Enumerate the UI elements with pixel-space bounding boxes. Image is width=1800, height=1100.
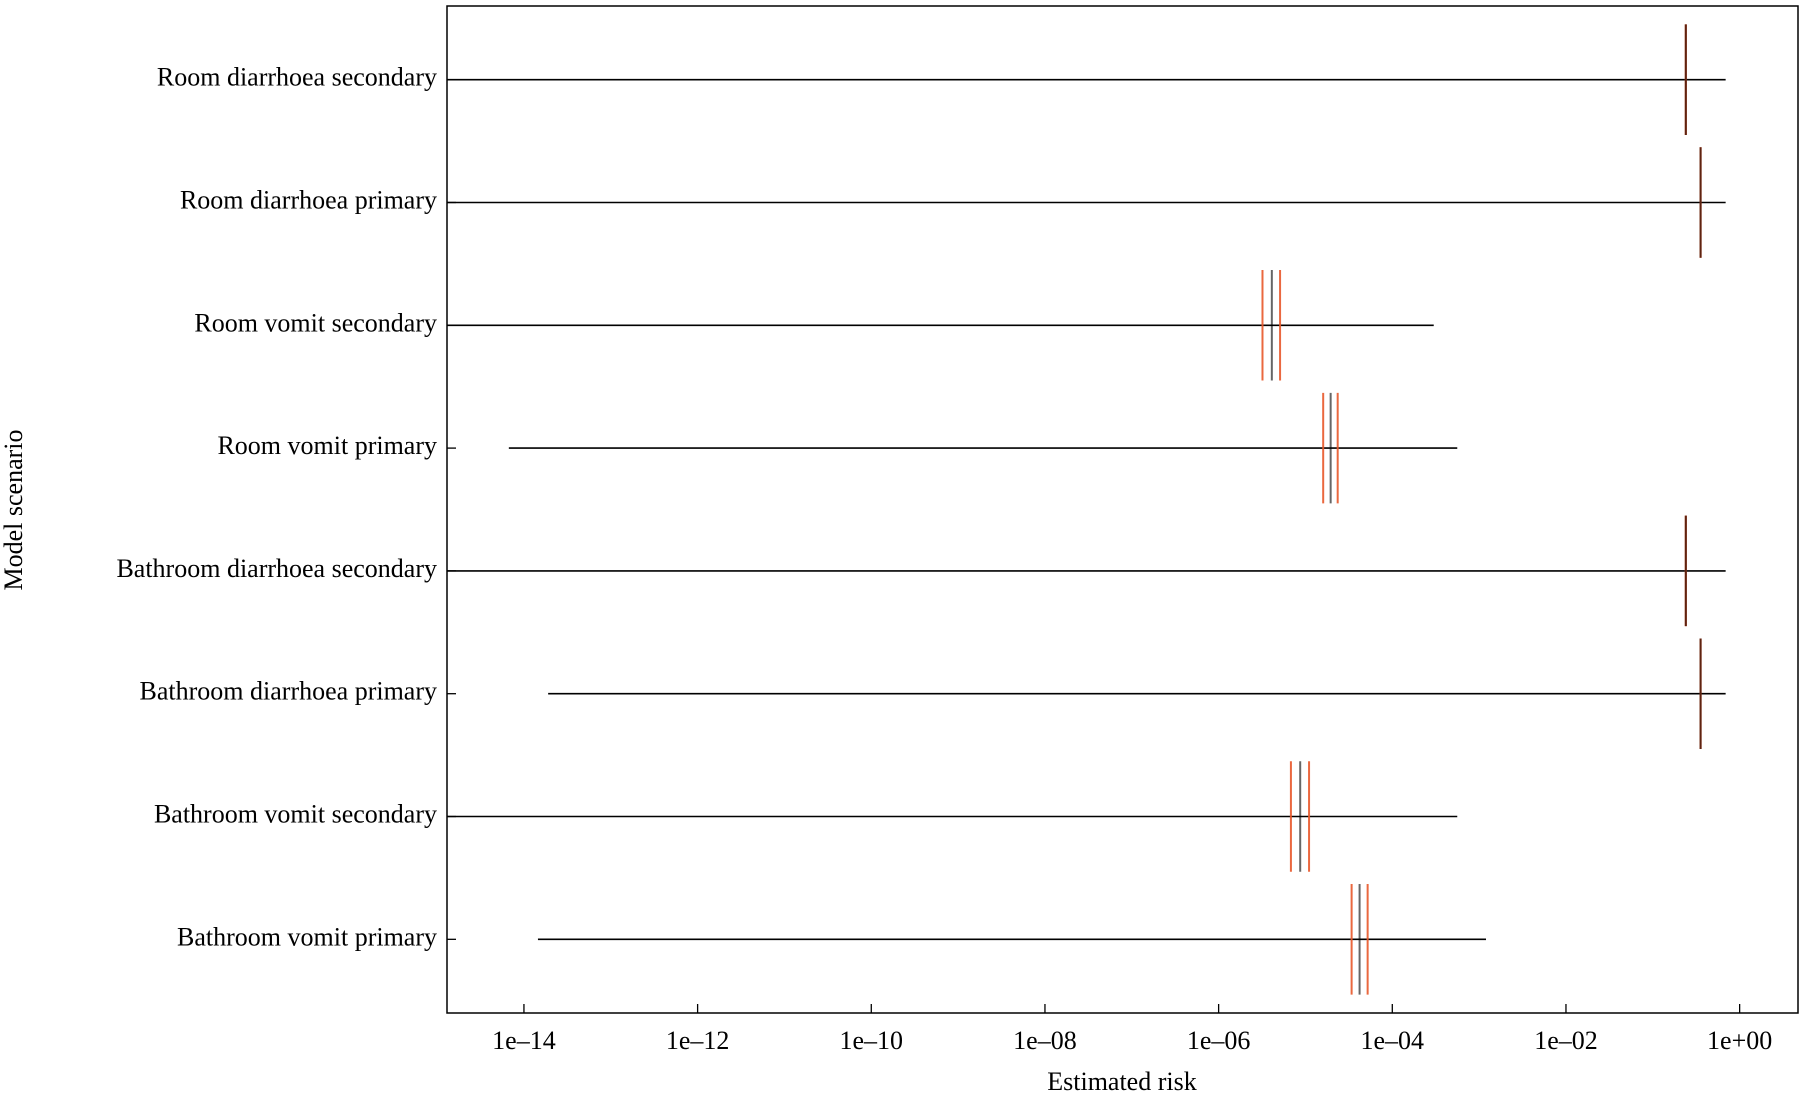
x-tick-label: 1e–10 [840,1026,904,1055]
y-tick-label: Room diarrhoea primary [180,185,437,214]
y-tick-label: Room diarrhoea secondary [157,63,437,92]
x-tick-label: 1e–12 [666,1026,730,1055]
y-tick-label: Bathroom vomit primary [177,922,437,951]
plot-area [447,24,1726,995]
y-tick-label: Bathroom vomit secondary [154,799,437,828]
x-tick-label: 1e–02 [1534,1026,1598,1055]
y-tick-label: Room vomit secondary [194,308,437,337]
x-tick-label: 1e+00 [1707,1026,1772,1055]
y-tick-label: Bathroom diarrhoea primary [140,677,437,706]
x-axis-label: Estimated risk [1047,1067,1196,1096]
x-tick-label: 1e–04 [1361,1026,1425,1055]
y-axis-label: Model scenario [0,429,28,590]
x-tick-label: 1e–06 [1187,1026,1251,1055]
plot-frame [446,5,1799,1014]
y-tick-label: Bathroom diarrhoea secondary [116,554,437,583]
y-tick-label: Room vomit primary [217,431,437,460]
x-tick-label: 1e–08 [1013,1026,1077,1055]
x-tick-label: 1e–14 [492,1026,556,1055]
